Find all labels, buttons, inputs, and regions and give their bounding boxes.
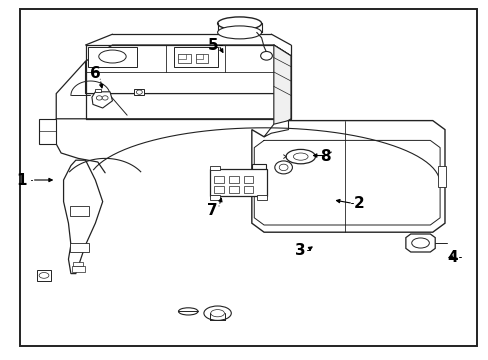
Polygon shape (37, 270, 51, 281)
Ellipse shape (102, 96, 108, 100)
Text: 1: 1 (17, 172, 27, 188)
Ellipse shape (274, 161, 292, 174)
Polygon shape (63, 160, 102, 274)
Ellipse shape (260, 51, 272, 60)
Bar (173, 47, 217, 67)
Text: 3: 3 (295, 243, 305, 258)
Bar (195, 54, 207, 63)
Bar (210, 169, 266, 196)
Ellipse shape (217, 26, 261, 39)
Polygon shape (39, 119, 56, 144)
Text: 7: 7 (207, 203, 218, 218)
Ellipse shape (178, 308, 198, 315)
Ellipse shape (279, 164, 287, 171)
Ellipse shape (210, 310, 224, 317)
Polygon shape (273, 45, 290, 130)
Bar (214, 176, 224, 183)
Ellipse shape (99, 50, 126, 63)
Ellipse shape (39, 273, 49, 278)
Polygon shape (405, 234, 434, 252)
Bar (228, 186, 238, 193)
Bar (256, 195, 266, 200)
Bar (95, 89, 101, 92)
Bar (243, 186, 253, 193)
Ellipse shape (203, 306, 231, 320)
Bar (88, 47, 137, 67)
Text: 2: 2 (353, 196, 364, 211)
Bar (214, 186, 224, 193)
Bar (178, 54, 185, 59)
Ellipse shape (293, 153, 307, 160)
Bar (73, 262, 83, 266)
Bar (72, 266, 84, 272)
Polygon shape (85, 45, 290, 94)
Ellipse shape (217, 17, 261, 30)
Polygon shape (251, 121, 444, 232)
Bar (210, 195, 220, 200)
Bar (178, 54, 190, 63)
Ellipse shape (96, 96, 102, 100)
Ellipse shape (411, 238, 428, 248)
Text: 5: 5 (207, 37, 218, 53)
Polygon shape (92, 92, 112, 108)
Text: 8: 8 (319, 149, 330, 164)
Bar (210, 166, 220, 170)
Ellipse shape (311, 195, 328, 205)
Bar (251, 164, 265, 178)
Ellipse shape (136, 90, 142, 94)
Bar (134, 89, 144, 95)
Bar (437, 166, 446, 187)
Bar (195, 54, 203, 59)
Polygon shape (56, 61, 290, 119)
Text: 4: 4 (446, 250, 457, 265)
Bar (228, 176, 238, 183)
Bar (70, 206, 88, 216)
Ellipse shape (285, 149, 315, 164)
Bar (243, 176, 253, 183)
Polygon shape (264, 121, 288, 137)
Text: 6: 6 (90, 66, 101, 81)
Bar (70, 243, 88, 252)
